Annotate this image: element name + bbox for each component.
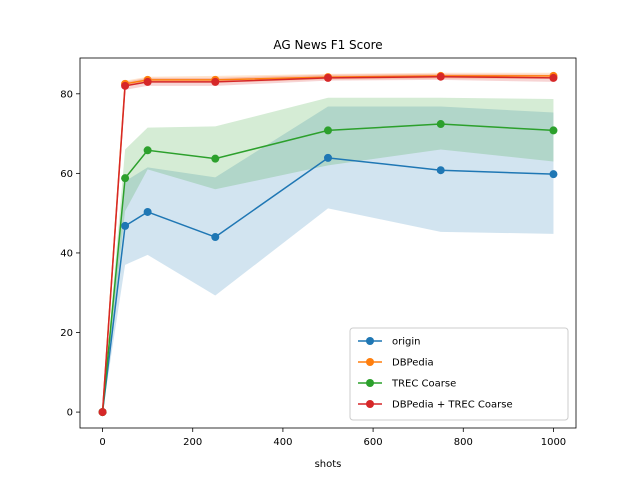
x-axis: 0 200 400 600 800 1000: [99, 428, 566, 448]
y-tick-label: 80: [60, 89, 73, 100]
point-series-2-5: [436, 120, 445, 129]
point-series-0-5: [436, 166, 445, 175]
point-series-2-1: [121, 174, 130, 183]
legend-box: [349, 327, 569, 421]
plot-area: [98, 71, 558, 417]
legend-label: origin: [392, 337, 420, 348]
axes-frame: [79, 57, 577, 429]
x-tick-label: 0: [99, 437, 105, 448]
legend: origin DBPedia TREC Coarse DBPedia + TREC C…: [349, 327, 569, 421]
point-series-3-2: [143, 77, 152, 86]
y-axis: 0 20 40 60 80: [60, 89, 80, 419]
x-axis-title: shots: [315, 459, 342, 470]
y-tick-label: 40: [60, 248, 73, 259]
legend-swatch-marker: [366, 358, 374, 366]
legend-label: DBPedia + TREC Coarse: [392, 400, 513, 411]
point-series-3-0: [98, 408, 107, 417]
point-series-0-3: [211, 233, 220, 242]
y-tick-label: 60: [60, 169, 73, 180]
y-tick-label: 0: [67, 408, 73, 419]
legend-swatch-marker: [366, 400, 374, 408]
legend-swatch-marker: [366, 379, 374, 387]
point-series-3-3: [211, 77, 220, 86]
point-series-3-6: [549, 73, 558, 82]
point-series-3-4: [324, 73, 332, 82]
y-tick-label: 20: [60, 328, 73, 339]
point-series-0-2: [143, 207, 152, 216]
point-series-0-6: [549, 170, 558, 179]
legend-swatch-marker: [366, 337, 374, 345]
point-series-2-3: [211, 154, 220, 163]
point-series-2-6: [549, 126, 558, 135]
x-tick-label: 600: [364, 437, 383, 448]
point-series-2-4: [324, 126, 332, 135]
band-series-0: [102, 106, 554, 413]
x-tick-label: 200: [183, 437, 202, 448]
x-tick-label: 800: [454, 437, 473, 448]
x-tick-label: 400: [273, 437, 292, 448]
point-series-2-2: [143, 146, 152, 155]
band-series-2: [102, 97, 554, 413]
point-series-3-1: [121, 81, 130, 90]
point-series-3-5: [436, 72, 445, 81]
legend-label: DBPedia: [392, 358, 434, 369]
legend-label: TREC Coarse: [391, 379, 456, 390]
point-series-0-1: [121, 221, 130, 230]
point-series-0-4: [324, 153, 332, 162]
chart-title: AG News F1 Score: [273, 38, 382, 52]
x-tick-label: 1000: [541, 437, 566, 448]
